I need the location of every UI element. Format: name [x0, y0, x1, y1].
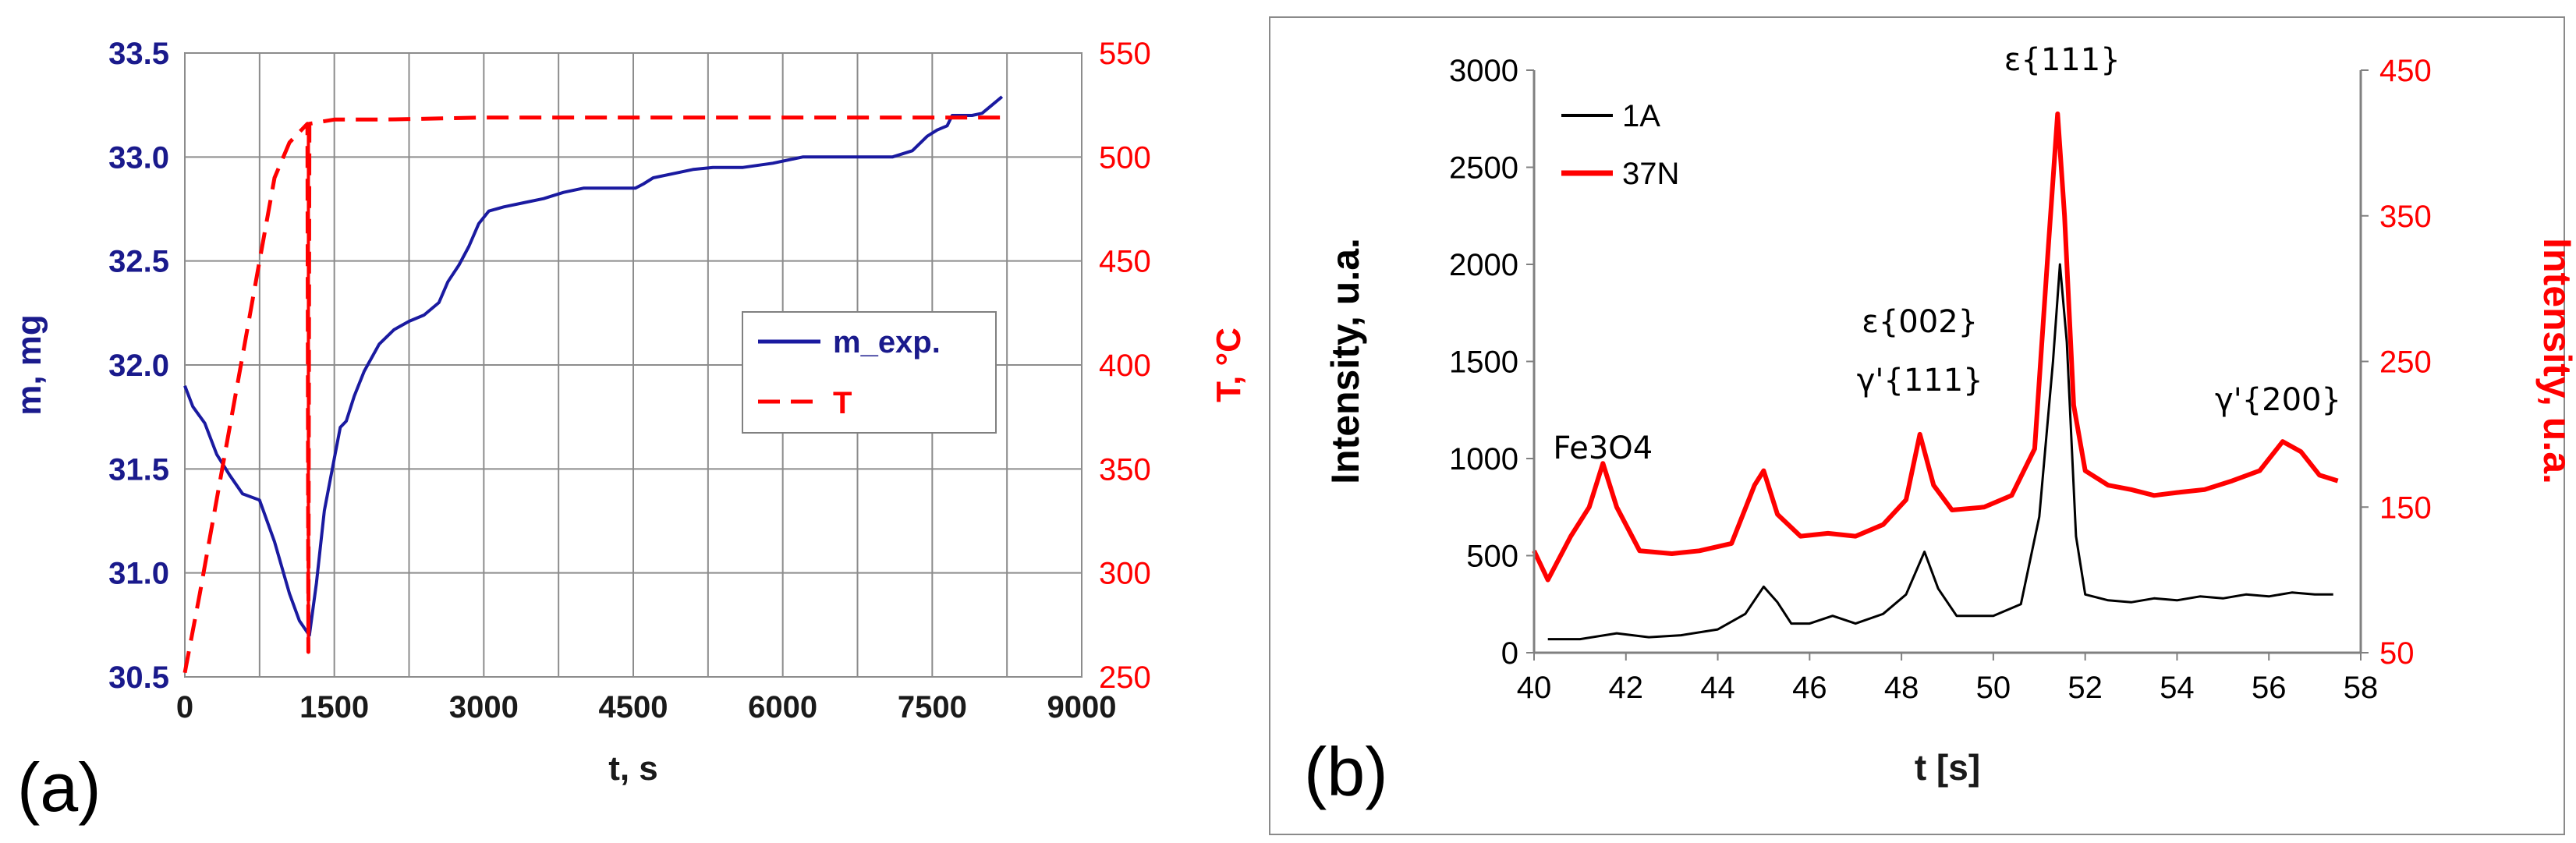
panel-b-y2-tick-label: 350: [2379, 200, 2432, 234]
panel-b-y-tick-label: 500: [1466, 540, 1518, 574]
panel-b-x-tick-label: 58: [2344, 671, 2379, 705]
panel-b-y2-axis-label: Intensity, u.a.: [2535, 238, 2576, 484]
panel-a-y2-tick-label: 550: [1099, 37, 1151, 71]
panel-b-legend: 1A 37N: [1561, 99, 1679, 191]
panel-b-x-tick-label: 50: [1976, 671, 2011, 705]
panel-b-x-tick-label: 48: [1884, 671, 1919, 705]
panel-a-y-tick-label: 33.5: [108, 37, 169, 71]
panel-a-x-tick-label: 3000: [449, 690, 519, 724]
panel-b-x-tick-label: 44: [1700, 671, 1735, 705]
panel-b-border: [1269, 16, 2565, 835]
panel-a-series: [182, 95, 1004, 674]
panel-b-peak-annotation: Fe3O4: [1553, 430, 1653, 466]
panel-a-label: (a): [17, 749, 101, 826]
panel-b-series-line-37n: [1532, 112, 2339, 583]
panel-a-y-tick-label: 32.5: [108, 245, 169, 279]
panel-b-y-tick-label: 1000: [1449, 442, 1518, 476]
panel-b-series: [1532, 112, 2339, 641]
panel-b-chart: 40 42 44 46 48 50 52 54 56 58 0 500 1000 1500 2000 2500…: [1269, 16, 2576, 835]
panel-b-y-tick-label: 0: [1501, 636, 1518, 671]
panel-b-x-tick-label: 56: [2252, 671, 2287, 705]
panel-a-y-tick-label: 31.0: [108, 557, 169, 591]
panel-a-x-tick-label: 0: [176, 690, 193, 724]
panel-b-ticks: 40 42 44 46 48 50 52 54 56 58 0 500 1000 1500 2000 2500…: [1449, 54, 2432, 705]
panel-b-label: (b): [1304, 733, 1388, 810]
panel-b-annotations: Fe3O4 ε{002} γ'{111} ε{111} γ'{200}: [1553, 42, 2341, 466]
panel-a-x-tick-label: 1500: [299, 690, 369, 724]
panel-b-x-tick-label: 42: [1609, 671, 1644, 705]
panel-b-peak-annotation: γ'{111}: [1857, 363, 1983, 398]
panel-a-x-tick-label: 6000: [748, 690, 817, 724]
panel-b-x-tick-label: 52: [2068, 671, 2103, 705]
panel-b-y-tick-label: 3000: [1449, 54, 1518, 88]
panel-a-y2-tick-label: 300: [1099, 557, 1151, 591]
panel-a-y2-tick-label: 500: [1099, 140, 1151, 175]
panel-b-y2-tick-label: 250: [2379, 345, 2432, 380]
panel-a-y2-tick-label: 350: [1099, 452, 1151, 487]
panel-b-y-tick-label: 2500: [1449, 151, 1518, 186]
panel-a-series-line-m-exp: [183, 95, 1004, 637]
panel-a-y-axis-label: m, mg: [10, 314, 48, 416]
panel-b-y-tick-label: 2000: [1449, 248, 1518, 282]
panel-b-y-axis-label: Intensity, u.a.: [1323, 238, 1367, 484]
panel-b-y2-tick-label: 150: [2379, 491, 2432, 525]
panel-a-y-tick-label: 32.0: [108, 349, 169, 383]
panel-b-x-tick-label: 54: [2160, 671, 2195, 705]
panel-a-y2-axis-label: T, °C: [1210, 328, 1248, 402]
panel-a-y-tick-label: 33.0: [108, 140, 169, 175]
panel-a-legend: m_exp. T: [742, 311, 997, 434]
panel-b-series-line-1a: [1547, 263, 2333, 641]
panel-a-y-tick-label: 30.5: [108, 661, 169, 695]
legend-label-1a: 1A: [1622, 99, 1660, 133]
panel-a-x-axis-label: t, s: [608, 749, 658, 788]
legend-label-m-exp: m_exp.: [833, 325, 941, 360]
panel-b-x-tick-label: 46: [1792, 671, 1827, 705]
legend-label-37n: 37N: [1622, 157, 1679, 191]
panel-a-ticks: 0 1500 3000 4500 6000 7500 9000 30.5 31.0 31.5 32.…: [108, 37, 1151, 724]
panel-b-y2-tick-label: 50: [2379, 636, 2415, 671]
panel-b-y-tick-label: 1500: [1449, 345, 1518, 380]
panel-a-y2-tick-label: 250: [1099, 661, 1151, 695]
panel-b-peak-annotation: γ'{200}: [2215, 382, 2341, 418]
panel-a-x-tick-label: 7500: [898, 690, 967, 724]
panel-a-chart: 0 1500 3000 4500 6000 7500 9000 30.5 31.0 31.5 32.…: [10, 37, 1248, 826]
panel-b-peak-annotation: ε{111}: [2004, 42, 2121, 78]
panel-a-x-tick-label: 9000: [1047, 690, 1117, 724]
panel-b-x-tick-label: 40: [1517, 671, 1552, 705]
panel-b-y2-tick-label: 450: [2379, 54, 2432, 88]
panel-a-y2-tick-label: 400: [1099, 349, 1151, 383]
panel-a-x-tick-label: 4500: [599, 690, 668, 724]
panel-a-y2-tick-label: 450: [1099, 245, 1151, 279]
panel-b-x-axis-label: t [s]: [1915, 747, 1980, 788]
panel-b-peak-annotation: ε{002}: [1862, 304, 1978, 340]
panel-a-y-tick-label: 31.5: [108, 452, 169, 487]
legend-label-t: T: [833, 386, 852, 420]
